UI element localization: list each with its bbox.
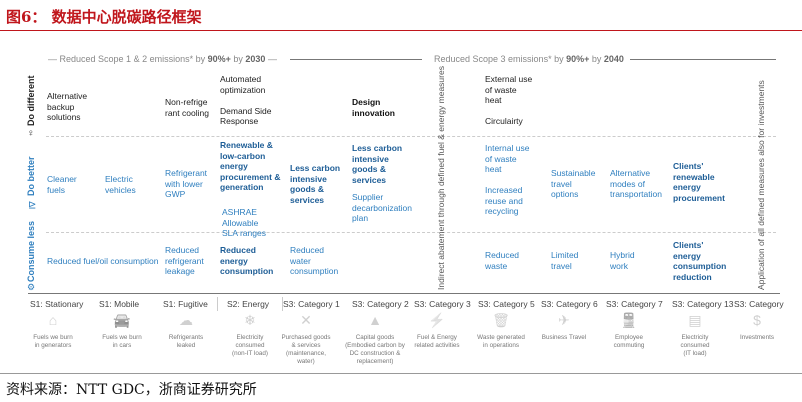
category-description: Purchased goods & services (maintenance,… bbox=[281, 334, 331, 365]
category-label: S2: Energy bbox=[227, 299, 270, 309]
scope3-banner: Reduced Scope 3 emissions* by 90%+ by 20… bbox=[434, 54, 624, 64]
measure-cell: Less carbon intensive goods & services bbox=[290, 163, 341, 205]
snowflake-icon: ❄ bbox=[244, 312, 256, 328]
category-label: S3: Category 6 bbox=[541, 299, 598, 309]
trash-icon: 🗑 bbox=[492, 312, 510, 328]
category-divider bbox=[28, 293, 780, 294]
measure-cell: Reduced refrigerant leakage bbox=[165, 245, 204, 276]
row-divider bbox=[46, 232, 776, 233]
row-label-consume-less: Consume less bbox=[26, 220, 36, 282]
measure-cell: Refrigerant with lower GWP bbox=[165, 168, 208, 199]
factory-icon: ⌂ bbox=[48, 312, 58, 328]
measure-cell: Reduced energy consumption bbox=[220, 245, 274, 276]
measure-cell: Reduced fuel/oil consumption bbox=[47, 256, 159, 266]
category-description: Fuels we burn in generators bbox=[33, 334, 73, 349]
tools-icon: ✕ bbox=[300, 312, 312, 328]
measure-cell: Cleaner fuels bbox=[47, 174, 77, 195]
category-description: Electricity consumed (IT load) bbox=[680, 334, 710, 357]
category-description: Fuels we burn in cars bbox=[102, 334, 142, 349]
source-rule bbox=[0, 373, 802, 374]
cloud-icon: ☁ bbox=[179, 312, 193, 328]
pylon-icon: ⚡ bbox=[428, 312, 446, 328]
category-description: Business Travel bbox=[541, 334, 587, 341]
measure-cell: Electric vehicles bbox=[105, 174, 136, 195]
category-label: S3: Category 3 bbox=[414, 299, 471, 309]
cone-icon: ▲ bbox=[368, 312, 382, 328]
category-label: S3: Category 5 bbox=[478, 299, 535, 309]
measure-cell: Sustainable travel options bbox=[551, 168, 596, 199]
measure-cell: External use of waste heat Circulairty bbox=[485, 74, 533, 126]
indirect-abatement-note: Indirect abatement through defined fuel … bbox=[436, 66, 446, 290]
airplane-icon: ✈ bbox=[558, 312, 570, 328]
measure-cell: Hybrid work bbox=[610, 250, 635, 271]
application-note: Application of all defined measures also… bbox=[756, 80, 766, 290]
banner-line bbox=[630, 59, 776, 60]
lightbulb-icon: ♀ bbox=[27, 128, 35, 139]
measure-cell: Alternative modes of transportation bbox=[610, 168, 662, 199]
source-note: 资料来源：NTT GDC，浙商证券研究所 bbox=[6, 382, 257, 398]
category-description: Fuel & Energy related activities bbox=[414, 334, 460, 349]
measure-cell: Limited travel bbox=[551, 250, 579, 271]
measure-cell: Alternative backup solutions bbox=[47, 91, 88, 122]
category-label: S3: Category 7 bbox=[606, 299, 663, 309]
row-label-do-different: Do different bbox=[26, 75, 36, 127]
category-label: S1: Mobile bbox=[99, 299, 140, 309]
gears-icon: ⚙ bbox=[27, 282, 36, 292]
category-description: Employee commuting bbox=[613, 334, 645, 349]
category-label: S3: Category 2 bbox=[352, 299, 409, 309]
measure-cell: Clients' energy consumption reduction bbox=[673, 240, 727, 282]
row-label-do-better: Do better bbox=[26, 156, 36, 196]
server-icon: ▤ bbox=[688, 312, 702, 328]
measure-cell: ASHRAE Allowable SLA ranges bbox=[222, 207, 266, 238]
title-rule bbox=[0, 30, 802, 31]
category-description: Investments bbox=[740, 334, 774, 341]
category-separator bbox=[217, 297, 218, 311]
measure-cell: Internal use of waste heat Increased reu… bbox=[485, 143, 530, 216]
category-label: S3: Category bbox=[734, 299, 784, 309]
dollar-icon: $ bbox=[753, 312, 761, 328]
measure-cell: Supplier decarbonization plan bbox=[352, 192, 413, 223]
train-icon: 🚆 bbox=[620, 312, 638, 328]
measure-cell: Non-refrige rant cooling bbox=[165, 97, 209, 118]
measure-cell: Clients' renewable energy procurement bbox=[673, 161, 725, 203]
category-separator bbox=[282, 297, 283, 311]
category-label: S3: Category 1 bbox=[283, 299, 340, 309]
measure-cell: Renewable & low-carbon energy procuremen… bbox=[220, 140, 281, 192]
banner-line bbox=[290, 59, 422, 60]
category-label: S1: Fugitive bbox=[163, 299, 208, 309]
car-icon: 🚘 bbox=[113, 312, 131, 328]
category-description: Capital goods (Embodied carbon by DC con… bbox=[345, 334, 405, 365]
measure-cell: Automated optimization Demand Side Respo… bbox=[220, 74, 272, 126]
category-description: Electricity consumed (non-IT load) bbox=[232, 334, 268, 357]
category-label: S1: Stationary bbox=[30, 299, 84, 309]
measure-cell: Design innovation bbox=[352, 97, 395, 118]
figure-title: 图6： 数据中心脱碳路径框架 bbox=[6, 8, 202, 26]
chart-icon: ⊵ bbox=[28, 200, 37, 211]
category-description: Refrigerants leaked bbox=[168, 334, 204, 349]
scope12-banner: — Reduced Scope 1 & 2 emissions* by 90%+… bbox=[48, 54, 277, 64]
measure-cell: Less carbon intensive goods & services bbox=[352, 143, 403, 185]
measure-cell: Reduced waste bbox=[485, 250, 520, 271]
row-divider bbox=[46, 136, 776, 137]
category-description: Waste generated in operations bbox=[477, 334, 525, 349]
category-label: S3: Category 13 bbox=[672, 299, 734, 309]
measure-cell: Reduced water consumption bbox=[290, 245, 339, 276]
